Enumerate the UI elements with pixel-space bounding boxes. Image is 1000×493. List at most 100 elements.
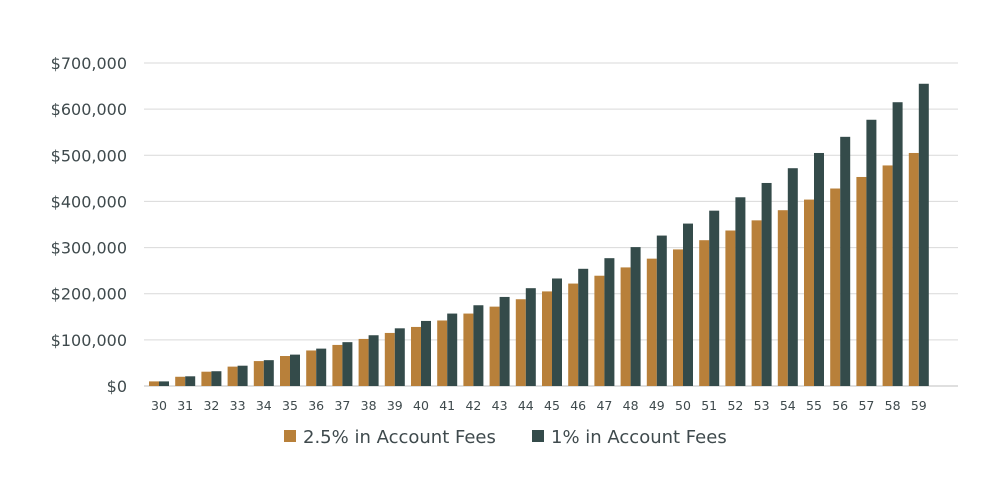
- bar-series-2-age-38: [368, 335, 379, 386]
- bar-series-2-age-55: [814, 152, 824, 386]
- bar-series-1-age-56: [830, 188, 841, 386]
- bar-series-1-age-50: [673, 249, 683, 386]
- bar-series-1-age-46: [568, 283, 579, 386]
- bar-series-1-age-32: [201, 371, 212, 386]
- bar-series-1-age-38: [358, 338, 369, 386]
- x-tick-label-52: 52: [727, 398, 743, 413]
- x-tick-label-45: 45: [544, 398, 560, 413]
- bar-series-1-age-54: [777, 210, 788, 386]
- bar-series-2-age-49: [656, 235, 667, 386]
- bar-series-2-age-33: [237, 365, 248, 386]
- y-axis-tick-labels: $0 $100,000 $200,000 $300,000 $400,000 $500,0…: [51, 54, 127, 396]
- bar-series-2-age-54: [787, 168, 798, 386]
- bar-series-1-age-59: [908, 152, 919, 386]
- bar-series-2-age-36: [316, 348, 327, 386]
- bar-series-1-age-40: [411, 326, 421, 386]
- bars: [149, 83, 929, 386]
- x-tick-label-50: 50: [675, 398, 691, 413]
- bar-series-2-age-44: [525, 288, 536, 386]
- bar-series-1-age-36: [306, 350, 317, 386]
- bar-series-1-age-58: [882, 165, 893, 386]
- bar-series-1-age-47: [594, 275, 605, 386]
- x-tick-label-43: 43: [492, 398, 508, 413]
- bar-series-1-age-53: [751, 220, 762, 386]
- bar-series-2-age-32: [211, 371, 222, 386]
- bar-series-2-age-59: [918, 83, 929, 386]
- x-tick-label-51: 51: [701, 398, 717, 413]
- bar-series-2-age-52: [735, 197, 746, 386]
- bar-series-1-age-52: [725, 230, 736, 386]
- bar-series-1-age-30: [149, 381, 159, 386]
- y-tick-label: $300,000: [51, 239, 127, 258]
- bar-series-1-age-55: [804, 199, 814, 386]
- bar-series-1-age-35: [280, 356, 290, 386]
- bar-series-2-age-34: [263, 360, 274, 386]
- y-tick-label: $100,000: [51, 331, 127, 350]
- x-tick-label-54: 54: [780, 398, 796, 413]
- x-tick-label-53: 53: [754, 398, 770, 413]
- x-tick-label-34: 34: [256, 398, 272, 413]
- bar-series-1-age-34: [253, 361, 264, 386]
- bar-series-2-age-43: [499, 296, 510, 386]
- bar-series-2-age-37: [342, 342, 353, 386]
- legend-swatch-series-2: [532, 430, 544, 442]
- legend-label-series-1: 2.5% in Account Fees: [303, 427, 496, 448]
- x-tick-label-33: 33: [230, 398, 246, 413]
- bar-series-2-age-56: [840, 136, 851, 386]
- x-tick-label-38: 38: [361, 398, 377, 413]
- x-tick-label-39: 39: [387, 398, 403, 413]
- y-tick-label: $500,000: [51, 146, 127, 165]
- bar-series-2-age-58: [892, 102, 903, 386]
- bar-series-2-age-31: [185, 376, 196, 386]
- legend-swatch-series-1: [284, 430, 296, 442]
- bar-series-1-age-49: [646, 258, 657, 386]
- y-tick-label: $200,000: [51, 285, 127, 304]
- x-tick-label-47: 47: [596, 398, 612, 413]
- bar-series-1-age-31: [175, 376, 186, 386]
- x-tick-label-57: 57: [858, 398, 874, 413]
- bar-series-1-age-48: [620, 267, 631, 386]
- x-axis-tick-labels: 30 31 32 33 34 35 36 37 38 39 40 41 42 43 44 45 46 47 48 49…: [151, 398, 927, 413]
- bar-series-1-age-42: [463, 313, 474, 386]
- x-tick-label-55: 55: [806, 398, 822, 413]
- bar-series-1-age-33: [227, 366, 238, 386]
- x-tick-label-36: 36: [308, 398, 324, 413]
- x-tick-label-30: 30: [151, 398, 167, 413]
- bar-series-2-age-39: [394, 328, 405, 386]
- legend-label-series-2: 1% in Account Fees: [551, 427, 727, 448]
- y-tick-label: $700,000: [51, 54, 127, 73]
- bar-series-2-age-30: [159, 381, 169, 386]
- bar-series-2-age-47: [604, 258, 615, 386]
- y-tick-label: $600,000: [51, 100, 127, 119]
- bar-series-1-age-39: [384, 332, 395, 386]
- x-tick-label-49: 49: [649, 398, 665, 413]
- x-tick-label-42: 42: [465, 398, 481, 413]
- bar-series-1-age-37: [332, 344, 343, 386]
- bar-series-2-age-57: [866, 119, 877, 386]
- x-tick-label-44: 44: [518, 398, 534, 413]
- bar-series-2-age-41: [447, 313, 458, 386]
- x-tick-label-56: 56: [832, 398, 848, 413]
- x-tick-label-59: 59: [911, 398, 927, 413]
- y-tick-label: $400,000: [51, 192, 127, 211]
- x-tick-label-46: 46: [570, 398, 586, 413]
- bar-series-2-age-46: [578, 268, 589, 386]
- bar-series-1-age-41: [437, 320, 448, 386]
- bar-series-2-age-40: [421, 320, 431, 386]
- bar-series-1-age-45: [542, 291, 552, 386]
- x-tick-label-31: 31: [177, 398, 193, 413]
- x-tick-label-35: 35: [282, 398, 298, 413]
- legend: 2.5% in Account Fees 1% in Account Fees: [284, 427, 727, 448]
- bar-series-2-age-53: [761, 182, 772, 386]
- x-tick-label-41: 41: [439, 398, 455, 413]
- bar-series-2-age-35: [290, 354, 300, 386]
- bar-series-2-age-48: [630, 247, 641, 386]
- x-tick-label-32: 32: [203, 398, 219, 413]
- bar-series-1-age-44: [515, 299, 526, 386]
- bar-series-2-age-45: [552, 278, 562, 386]
- bar-series-2-age-50: [683, 223, 693, 386]
- bar-series-2-age-51: [709, 210, 720, 386]
- bar-series-2-age-42: [473, 305, 484, 386]
